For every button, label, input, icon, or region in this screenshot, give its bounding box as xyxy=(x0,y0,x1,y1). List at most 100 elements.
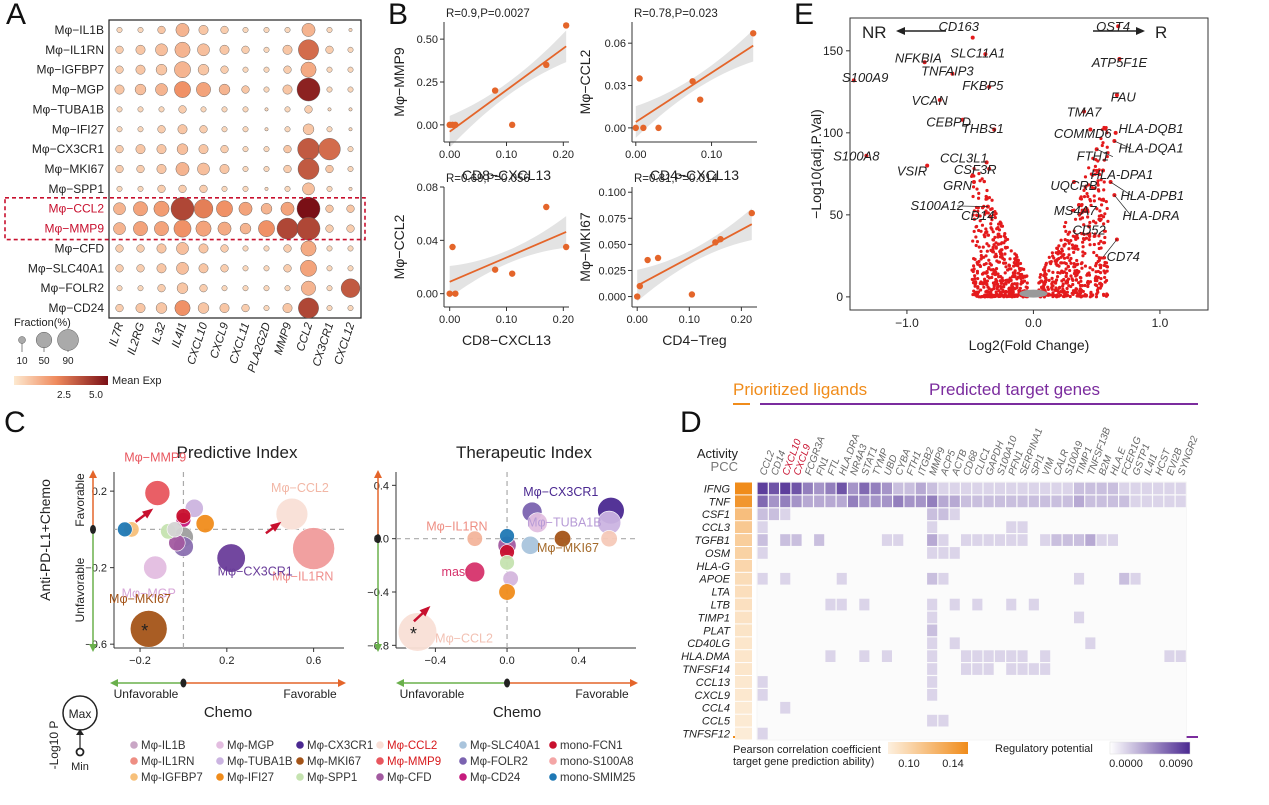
pcc-cell xyxy=(735,714,752,727)
dot xyxy=(326,27,333,33)
legend-swatch xyxy=(459,757,467,765)
volcano-point xyxy=(1095,292,1099,296)
volcano-point xyxy=(974,243,978,248)
ligand-label: CSF1 xyxy=(702,509,730,521)
potential-cell xyxy=(1175,482,1186,495)
dot xyxy=(302,182,315,196)
dot xyxy=(347,245,354,252)
pcc-legend-tick: 0.10 xyxy=(898,758,919,770)
potential-cell xyxy=(1175,650,1186,662)
data-point xyxy=(696,96,704,103)
volcano-point xyxy=(1099,276,1103,281)
volcano-point xyxy=(1007,263,1011,267)
gene-label: S100A9 xyxy=(842,70,888,85)
dot xyxy=(283,145,292,154)
volcano-point xyxy=(979,288,983,292)
index-point xyxy=(216,543,246,573)
significance-star: * xyxy=(410,624,417,644)
potential-cell xyxy=(848,495,859,508)
legend-label: mono-SMIM25 xyxy=(560,772,635,784)
volcano-point xyxy=(1003,292,1007,296)
legend-swatch xyxy=(549,741,557,749)
volcano-point xyxy=(971,194,975,199)
ligand-label: LTA xyxy=(711,587,730,599)
volcano-point xyxy=(1083,209,1088,213)
pcc-legend-title: target gene prediction ability) xyxy=(733,756,874,768)
dot xyxy=(327,107,332,112)
volcano-point xyxy=(1076,236,1080,240)
dot xyxy=(155,302,168,314)
volcano-point xyxy=(1044,276,1048,280)
favorable-y-arrowhead xyxy=(89,470,97,478)
labeled-point xyxy=(1088,127,1093,132)
volcano-point xyxy=(1088,295,1092,299)
volcano-point xyxy=(1102,222,1106,226)
dot xyxy=(263,66,270,73)
volcano-point xyxy=(1046,285,1050,289)
legend-label: Mφ-IL1RN xyxy=(141,756,194,768)
column-label: IL2RG xyxy=(126,321,148,356)
dot xyxy=(242,245,249,252)
dot xyxy=(116,285,123,292)
reg-legend-tick: 0.0090 xyxy=(1159,758,1193,770)
potential-cell xyxy=(949,482,960,495)
volcano-point xyxy=(975,240,980,244)
potential-cell xyxy=(1119,495,1130,508)
x-axis-label: Chemo xyxy=(204,704,252,721)
pcc-cell xyxy=(735,572,752,585)
dot xyxy=(263,245,270,252)
volcano-point xyxy=(1070,277,1074,281)
volcano-point xyxy=(1098,263,1102,267)
dot xyxy=(135,44,146,55)
row-label: Mφ−IFI27 xyxy=(52,122,104,136)
volcano-point xyxy=(1069,274,1073,278)
y-tick-label: 0.00 xyxy=(605,123,626,135)
dot xyxy=(197,162,210,176)
gene-label: S100A12 xyxy=(911,198,965,213)
volcano-point xyxy=(1073,244,1078,248)
volcano-point xyxy=(1072,261,1076,266)
potential-cell xyxy=(893,482,904,495)
legend-swatch xyxy=(549,757,557,765)
dot xyxy=(282,84,293,95)
data-point xyxy=(543,203,550,211)
dot xyxy=(242,66,249,73)
dot xyxy=(283,244,292,253)
volcano-point xyxy=(1010,295,1014,299)
volcano-point xyxy=(1054,259,1058,263)
gene-label: HLA-DQB1 xyxy=(1119,121,1184,136)
volcano-point xyxy=(1050,251,1054,255)
dot xyxy=(193,199,214,219)
regression-line xyxy=(449,231,567,283)
volcano-point xyxy=(984,254,988,258)
dot xyxy=(264,127,269,132)
y-tick-label: 150 xyxy=(823,44,843,58)
volcano-point xyxy=(1101,141,1105,145)
volcano-point xyxy=(984,210,988,215)
volcano-point xyxy=(976,276,980,281)
point-label: Mφ−MKI67 xyxy=(109,592,171,606)
dot xyxy=(116,185,123,192)
volcano-point xyxy=(976,286,980,290)
gene-label: CD163 xyxy=(939,19,980,34)
volcano-point xyxy=(1103,260,1107,265)
volcano-point xyxy=(997,228,1002,232)
dot xyxy=(304,105,313,114)
ligand-label: TNF xyxy=(709,496,732,508)
row-label: Mφ−SLC40A1 xyxy=(28,261,104,275)
volcano-point xyxy=(1064,267,1068,271)
volcano-point xyxy=(971,185,976,189)
potential-cell xyxy=(949,547,960,559)
potential-cell xyxy=(994,650,1005,662)
pcc-cell xyxy=(735,508,752,521)
y-axis-label: Mφ−CCL2 xyxy=(577,49,593,114)
row-label: Mφ−CCL2 xyxy=(49,202,105,216)
volcano-point xyxy=(1086,284,1090,289)
volcano-point xyxy=(1020,273,1024,277)
highlight-arrow-head xyxy=(269,521,282,532)
legend-swatch xyxy=(376,757,384,765)
x-axis-label: CD4−Treg xyxy=(662,332,726,348)
potential-cell xyxy=(1006,534,1017,546)
nonsignificant-cluster xyxy=(1019,289,1048,298)
legend-swatch xyxy=(130,757,138,765)
